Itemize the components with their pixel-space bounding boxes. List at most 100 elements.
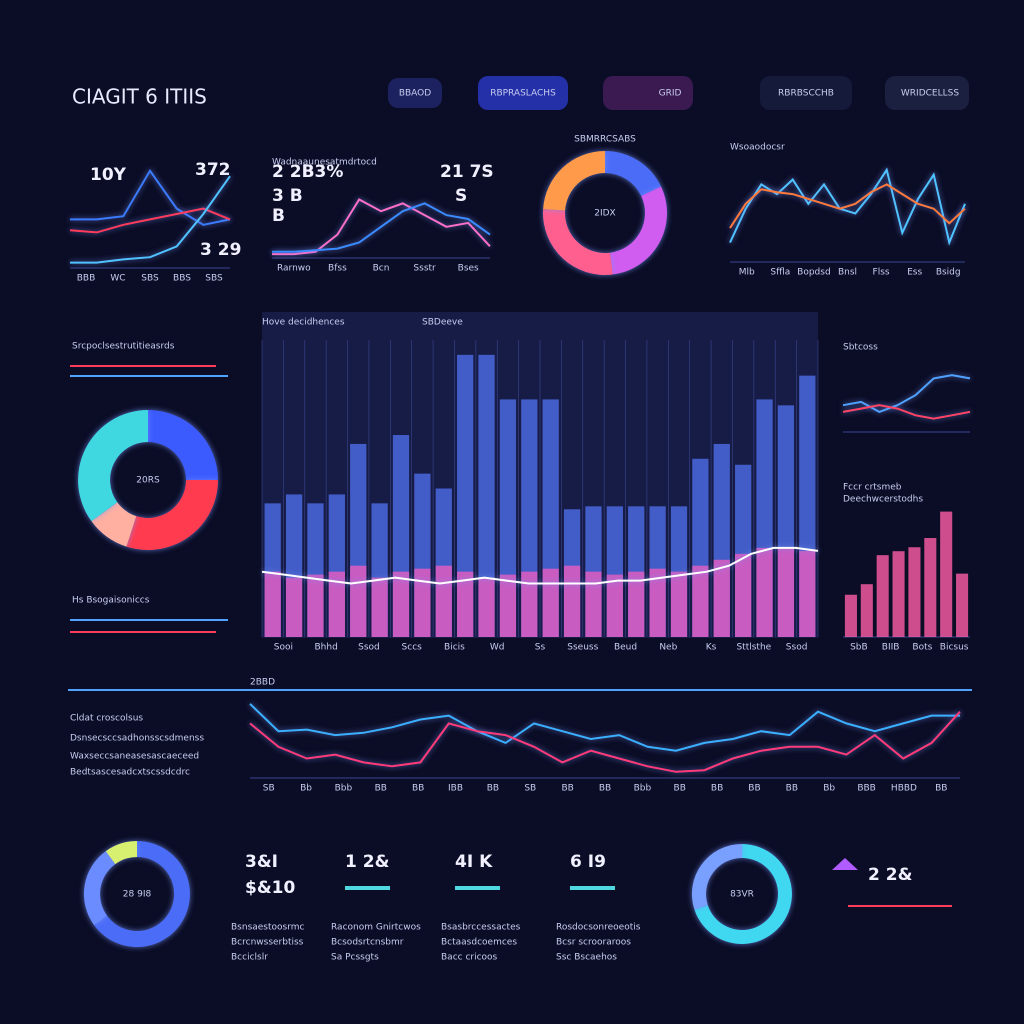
x-tick-label: BB [935,784,947,794]
tab-label[interactable]: RBPRASLACHS [490,89,556,99]
line [261,546,819,585]
bar [956,573,969,637]
donut-center: 83VR [730,890,754,900]
kpi-line: Ssc Bscaehos [556,953,617,963]
donut-segment [105,840,137,865]
donut-segment [78,410,148,522]
tab-label[interactable]: GRID [659,89,682,99]
donut-segment [91,502,137,547]
x-tick-label: Sccs [402,643,423,653]
bar [307,574,324,637]
x-tick-label: Ssod [358,643,380,653]
x-tick-label: Bots [912,643,932,653]
bar [264,571,281,637]
value-label: 3 29 [200,240,241,260]
bar [521,571,538,637]
chart-title: Wadnaaunesatmdrtocd [272,158,377,168]
tab[interactable] [603,76,693,110]
chart-subtitle: Deechwcerstodhs [843,495,923,505]
x-tick-label: Bopdsd [797,268,831,278]
kpi-line: Bacc cricoos [441,953,498,963]
x-tick-label: BB [599,784,611,794]
tab[interactable] [478,76,568,110]
value-label: 3 B [272,186,303,206]
tab-label[interactable]: RBRBSCCHB [778,89,834,99]
chart-subtitle: SBDeeve [422,318,463,328]
bar [649,568,666,637]
tab[interactable] [388,78,442,108]
donut-center: 20RS [136,476,160,486]
x-tick-label: BB [487,784,499,794]
x-tick-label: BBS [173,274,191,284]
chart-title: Fccr crtsmeb [843,483,902,493]
kpi-line: Bsasbrccessactes [441,923,521,933]
note: Cldat croscolsus [70,714,143,724]
chart-title: Hove decidhences [262,318,345,328]
bar [892,551,905,637]
x-tick-label: Bcn [373,264,390,274]
bar [860,584,873,637]
x-tick-label: Bnsl [838,268,857,278]
note: Hs Bsogaisoniccs [72,596,150,606]
x-tick-label: IBB [448,784,463,794]
bar [435,565,452,637]
x-tick-label: BB [412,784,424,794]
bar [908,547,921,637]
bar [670,571,688,637]
line [249,703,960,752]
x-tick-label: WC [110,274,125,284]
value-label: 2 2B3% [272,162,343,182]
kpi-line: Bcciclslr [231,953,268,963]
x-tick-label: Bb [300,784,312,794]
x-tick-label: Ssstr [413,264,436,274]
x-tick-label: BBB [857,784,876,794]
line [249,711,961,773]
bar [478,577,495,637]
chart-title: Wsoaodocsr [730,143,785,153]
tab-label[interactable]: WRIDCELLSS [901,89,959,99]
x-tick-label: Bses [458,264,479,274]
bar [692,565,709,637]
line [69,207,231,234]
x-tick-label: Sooi [274,643,293,653]
donut-segment [126,480,218,551]
kpi-value: 6 I9 [570,852,606,872]
kpi-line: Bsnsaestoosrmc [231,923,305,933]
x-tick-label: BB [375,784,387,794]
tab[interactable] [885,76,969,110]
bar [542,568,559,637]
donut-segment [542,209,613,275]
x-tick-label: Ess [907,268,922,278]
x-tick-label: SBS [141,274,159,284]
x-tick-label: BB [561,784,573,794]
x-tick-label: Sseuss [567,643,598,653]
bar [328,571,345,637]
x-tick-label: BIIB [882,643,900,653]
kpi-value: 4I K [455,852,493,872]
x-tick-label: Ks [706,643,717,653]
donut-segment [94,841,190,947]
kpi-value: 3&I [245,852,278,872]
donut-center: 28 9I8 [123,890,152,900]
x-tick-label: BBB [77,274,96,284]
x-tick-label: BB [711,784,723,794]
donut-segment [691,844,742,910]
bar [876,555,889,637]
x-tick-label: HBBD [891,784,917,794]
line [272,202,491,253]
kpi-line: Bcsr scrooraroos [556,938,631,948]
bar [478,354,495,637]
donut-segment [605,151,662,196]
value-label: B [272,206,285,226]
donut-segment [83,851,116,926]
donut-center: 2IDX [594,209,615,219]
bar [924,538,937,637]
bar [777,547,795,637]
x-tick-label: Bfss [328,264,347,274]
tab[interactable] [760,76,852,110]
badge-icon [832,858,858,870]
tab-label[interactable]: BBAOD [399,89,431,99]
bar [713,559,730,637]
x-tick-label: Neb [659,643,677,653]
x-tick-label: Beud [614,643,637,653]
